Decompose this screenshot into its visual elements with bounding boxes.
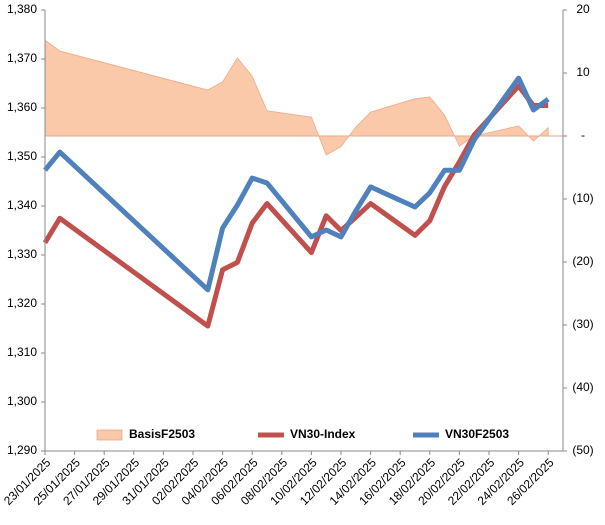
legend-label: BasisF2503 <box>129 427 195 441</box>
y2-tick-label: 10 <box>576 65 590 79</box>
legend-swatch <box>96 429 123 441</box>
y2-tick-label: (50) <box>572 443 593 457</box>
area <box>44 39 549 156</box>
y-tick-label: 1,350 <box>7 149 37 163</box>
legend-item: BasisF2503 <box>96 427 195 441</box>
y2-tick-label: - <box>581 128 585 142</box>
y-tick-label: 1,320 <box>7 296 37 310</box>
y2-tick-label: (10) <box>572 191 593 205</box>
y-tick-label: 1,290 <box>7 443 37 457</box>
legend-label: VN30-Index <box>290 427 356 441</box>
y-tick-label: 1,340 <box>7 198 37 212</box>
legend-label: VN30F2503 <box>445 427 509 441</box>
y-tick-label: 1,300 <box>7 394 37 408</box>
y-tick-label: 1,380 <box>7 2 37 16</box>
y-tick-label: 1,310 <box>7 345 37 359</box>
y-tick-label: 1,360 <box>7 100 37 114</box>
y-tick-label: 1,330 <box>7 247 37 261</box>
y2-tick-label: (20) <box>572 254 593 268</box>
legend-item: VN30-Index <box>258 427 356 441</box>
y2-tick-label: (30) <box>572 317 593 331</box>
y-tick-label: 1,370 <box>7 51 37 65</box>
legend-item: VN30F2503 <box>413 427 509 441</box>
y2-tick-label: (40) <box>572 380 593 394</box>
line <box>43 75 550 293</box>
y2-tick-label: 20 <box>576 2 590 16</box>
